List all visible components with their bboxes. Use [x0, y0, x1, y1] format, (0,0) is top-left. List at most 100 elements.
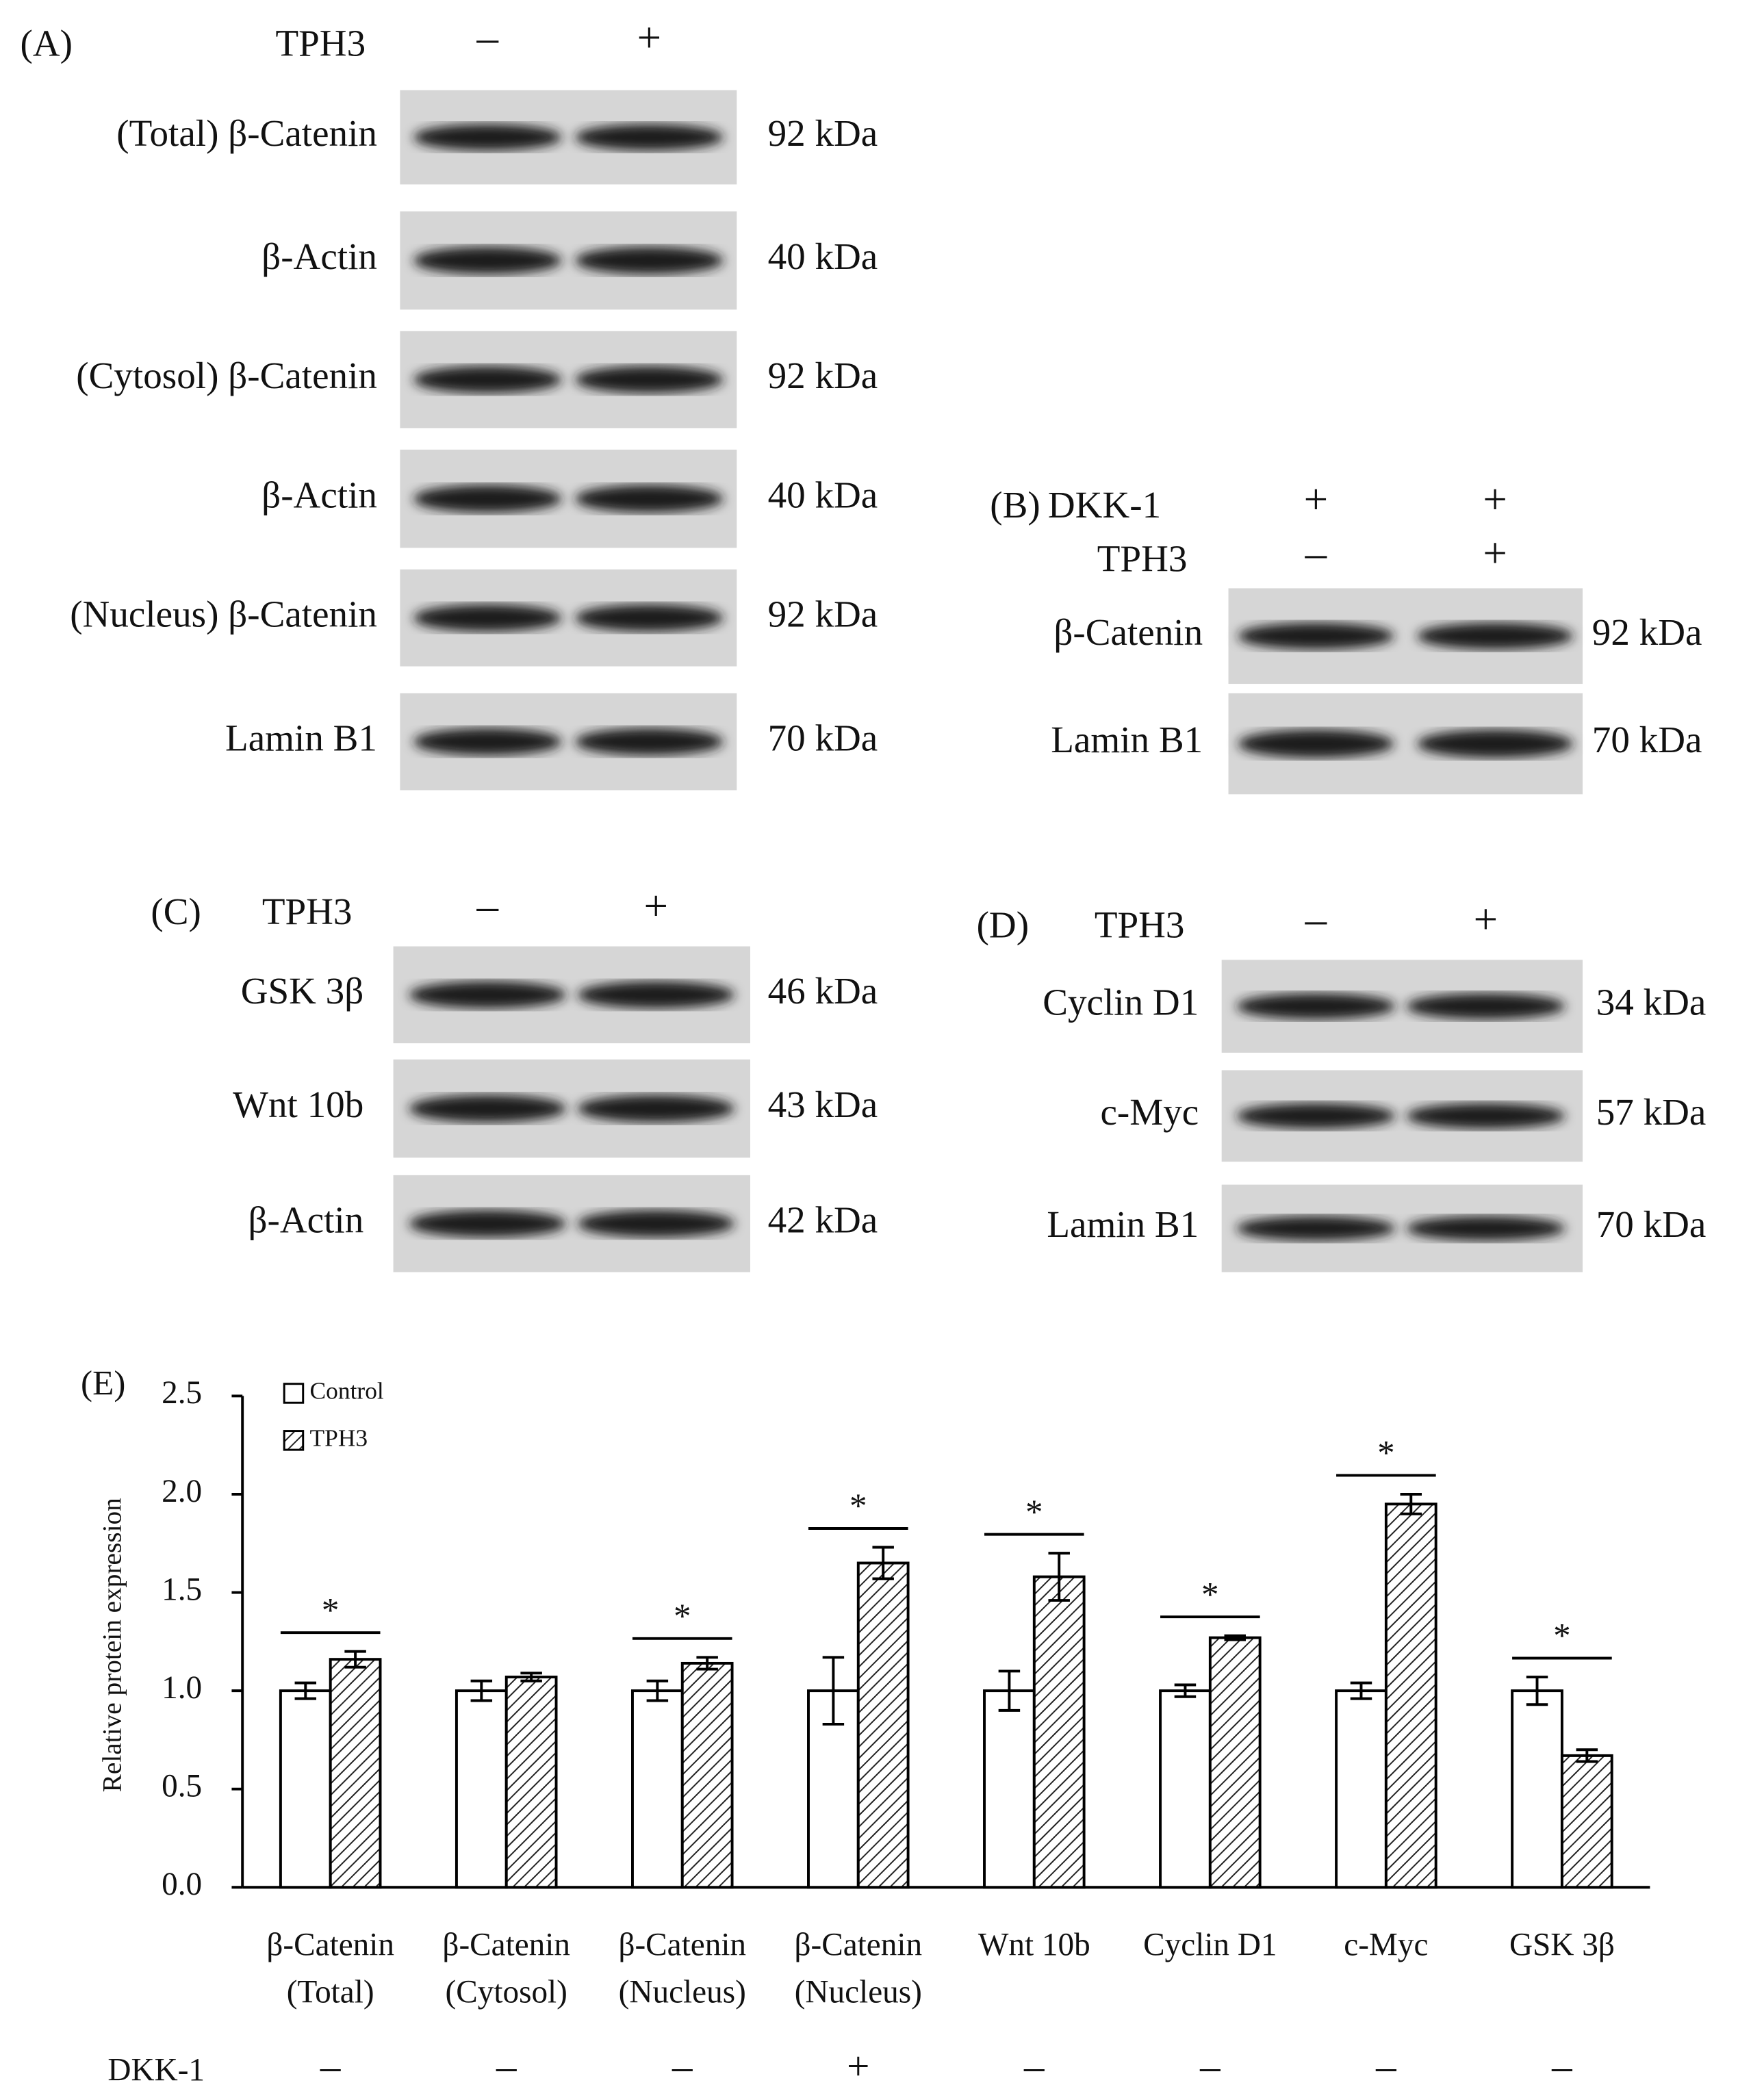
y-tick-label: 2.0 [162, 1474, 202, 1509]
blot-band [413, 485, 562, 513]
treatment-name: TPH3 [1097, 538, 1188, 580]
protein-label: β-Actin [248, 1199, 363, 1240]
bar [630, 1689, 684, 1889]
error-bar [646, 1679, 669, 1702]
size-label: 70 kDa [768, 717, 878, 758]
legend-label: Control [310, 1377, 384, 1405]
size-label: 70 kDa [1592, 719, 1702, 760]
size-label: 92 kDa [768, 112, 878, 154]
x-tick-label: Wnt 10b [978, 1928, 1090, 1963]
x-tick-label: (Nucleus) [795, 1974, 922, 2010]
bar [1560, 1754, 1613, 1889]
y-axis-label: Relative protein expression [97, 1498, 127, 1793]
legend-label: TPH3 [310, 1424, 368, 1451]
x-tick-label: β-Catenin [618, 1928, 746, 1963]
protein-label: c-Myc [1100, 1091, 1199, 1133]
bar [504, 1676, 558, 1889]
protein-label: GSK 3β [241, 970, 364, 1012]
blot-band [413, 604, 562, 632]
error-bar [1526, 1676, 1548, 1706]
bar [1208, 1636, 1262, 1889]
blot-band [413, 124, 562, 151]
size-label: 34 kDa [1596, 982, 1707, 1023]
protein-label: β-Catenin [1053, 611, 1203, 653]
size-label: 92 kDa [1592, 611, 1702, 653]
protein-label: (Nucleus) β-Catenin [70, 593, 377, 635]
treatment-name: TPH3 [1095, 904, 1185, 946]
bar [1159, 1689, 1212, 1889]
error-bar [294, 1681, 317, 1700]
blot-band [575, 604, 724, 632]
legend-swatch [283, 1430, 305, 1451]
x-tick-label: GSK 3β [1509, 1928, 1615, 1963]
x-tick-label: c-Myc [1344, 1928, 1428, 1963]
protein-label: Lamin B1 [1047, 1203, 1199, 1245]
panel-label: (A) [21, 22, 73, 64]
significance-label: * [1377, 1434, 1395, 1473]
protein-label: Lamin B1 [1051, 719, 1203, 760]
bar [329, 1658, 382, 1889]
blot-band [1406, 1103, 1565, 1129]
x-tick-label: β-Catenin [442, 1928, 570, 1963]
protein-label: Lamin B1 [225, 717, 377, 758]
significance-label: * [1025, 1493, 1043, 1532]
blot-band [1238, 622, 1394, 650]
bar [680, 1661, 734, 1889]
error-bar [822, 1656, 845, 1726]
treatment-sign: – [476, 882, 499, 930]
size-label: 70 kDa [1596, 1203, 1707, 1245]
error-bar [1400, 1493, 1422, 1515]
bar [1384, 1502, 1437, 1889]
bar [1511, 1689, 1563, 1889]
blot-band [1406, 993, 1565, 1020]
bar [279, 1689, 332, 1889]
error-bar [1224, 1634, 1246, 1641]
treatment-name: DKK-1 [1048, 484, 1161, 526]
dkk1-sign: – [1023, 2043, 1045, 2088]
panel-label: (E) [81, 1363, 125, 1403]
treatment-sign: + [644, 882, 669, 930]
significance-label: * [322, 1591, 340, 1630]
size-label: 42 kDa [768, 1199, 878, 1240]
blot-band [1236, 1103, 1396, 1129]
x-tick-label: (Cytosol) [446, 1974, 567, 2010]
treatment-sign: + [637, 13, 662, 61]
y-tick-label: 1.0 [162, 1670, 202, 1706]
blot-band [575, 366, 724, 394]
treatment-sign: – [1305, 895, 1327, 943]
significance-label: * [1201, 1575, 1219, 1614]
size-label: 46 kDa [768, 970, 878, 1012]
dkk1-sign: – [1551, 2043, 1572, 2088]
blot-band [413, 728, 562, 756]
blot-band [575, 728, 724, 756]
blot-band [577, 1094, 734, 1123]
y-tick-label: 0.0 [162, 1867, 202, 1902]
y-tick-label: 2.5 [162, 1375, 202, 1411]
blot-band [409, 981, 567, 1009]
treatment-name: TPH3 [275, 22, 366, 64]
error-bar [872, 1546, 894, 1580]
blot-band [413, 366, 562, 394]
size-label: 57 kDa [1596, 1091, 1707, 1133]
x-tick-label: (Total) [287, 1974, 374, 2010]
error-bar [1174, 1683, 1197, 1698]
blot-band [1236, 1216, 1396, 1241]
dkk1-sign: – [1199, 2043, 1220, 2088]
y-tick-label: 0.5 [162, 1769, 202, 1804]
error-bar [1048, 1552, 1070, 1602]
protein-label: Wnt 10b [233, 1084, 363, 1125]
dkk1-label: DKK-1 [107, 2053, 205, 2088]
size-label: 40 kDa [768, 235, 878, 277]
protein-label: β-Actin [261, 235, 377, 277]
error-bar [696, 1656, 718, 1671]
error-bar [520, 1672, 542, 1682]
blot-band [575, 246, 724, 274]
blot-band [1238, 729, 1394, 758]
blot-band [577, 981, 734, 1009]
y-tick-label: 1.5 [162, 1572, 202, 1607]
bar [1335, 1689, 1388, 1889]
x-tick-label: β-Catenin [266, 1928, 394, 1963]
blot-band [1236, 993, 1396, 1020]
